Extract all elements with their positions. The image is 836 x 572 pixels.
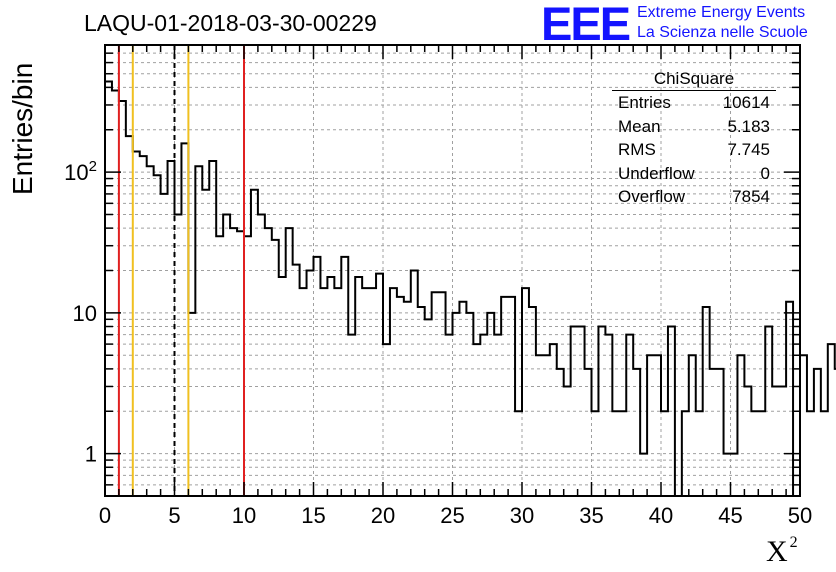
x-tick-label: 45: [718, 503, 742, 528]
histogram-series: [105, 80, 836, 497]
stats-label: Underflow: [618, 163, 695, 183]
logo-line-2: La Scienza nelle Scuole: [637, 24, 808, 41]
stats-row-overflow: Overflow 7854: [612, 185, 776, 209]
stats-value: 5.183: [727, 116, 770, 136]
stats-label: Mean: [618, 116, 661, 136]
x-tick-label: 20: [371, 503, 395, 528]
x-axis-label-text: X: [766, 535, 788, 568]
x-axis-label-superscript: 2: [789, 534, 798, 551]
x-tick-label: 25: [440, 503, 464, 528]
x-tick-label: 30: [510, 503, 534, 528]
x-tick-label: 10: [232, 503, 256, 528]
stats-box: ChiSquare Entries 10614 Mean 5.183 RMS 7…: [612, 68, 776, 209]
y-tick-label: 10: [73, 301, 97, 326]
stats-label: RMS: [618, 140, 656, 159]
stats-row-mean: Mean 5.183: [612, 115, 776, 139]
y-tick-label: 102: [64, 158, 97, 185]
stats-value: 0: [760, 163, 770, 183]
logo-line-1: Extreme Energy Events: [637, 4, 806, 21]
chart-title: LAQU-01-2018-03-30-00229: [84, 10, 377, 36]
x-tick-label: 0: [99, 503, 111, 528]
stats-label: Entries: [618, 93, 671, 112]
stats-row-entries: Entries 10614: [612, 91, 776, 115]
x-tick-label: 35: [579, 503, 603, 528]
eee-logo: EEE: [541, 0, 631, 50]
x-tick-label: 50: [788, 503, 812, 528]
stats-value: 7.745: [727, 140, 770, 159]
x-tick-label: 40: [649, 503, 673, 528]
stats-title: ChiSquare: [612, 68, 776, 91]
x-tick-label: 5: [168, 503, 180, 528]
y-tick-label: 1: [85, 442, 97, 467]
stats-label: Overflow: [618, 187, 686, 206]
y-axis-label: Entries/bin: [7, 62, 38, 195]
x-tick-label: 15: [301, 503, 325, 528]
stats-value: 7854: [732, 187, 770, 206]
stats-row-rms: RMS 7.745: [612, 138, 776, 162]
stats-value: 10614: [722, 93, 770, 112]
stats-row-underflow: Underflow 0: [612, 162, 776, 186]
